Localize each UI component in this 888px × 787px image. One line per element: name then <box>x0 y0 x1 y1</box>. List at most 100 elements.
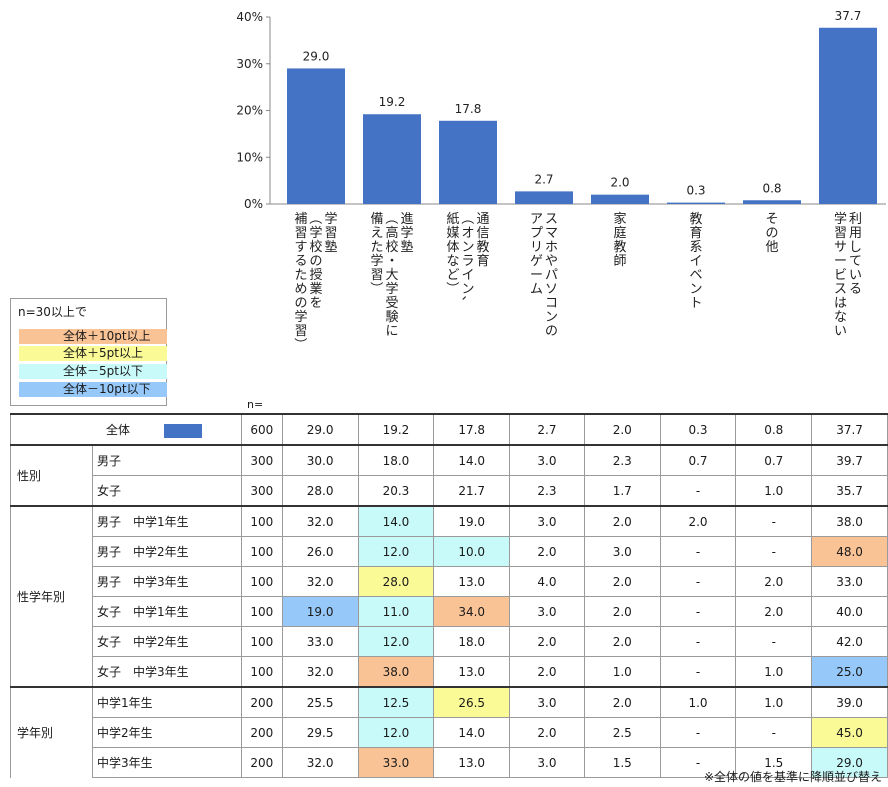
value-cell: 2.0 <box>509 626 585 657</box>
value-cell: 29.0 <box>281 413 359 445</box>
category-char: 受 <box>385 296 398 311</box>
legend-swatch <box>19 346 167 361</box>
category-label: その他 <box>765 212 778 255</box>
bar-value-label: 17.8 <box>455 102 482 116</box>
value-cell: 29.0 <box>811 747 888 778</box>
value-cell: 2.0 <box>583 413 661 445</box>
category-char: ン <box>689 282 702 297</box>
table-row: 男子 中学2年生 100 26.0 12.0 10.0 2.0 3.0- -48.0 <box>11 536 888 567</box>
value-cell: 2.3 <box>583 444 661 476</box>
value-cell: 14.0 <box>433 717 511 748</box>
legend-swatch <box>19 364 167 379</box>
value-cell: 39.7 <box>811 444 888 476</box>
table-row: 中学3年生 200 32.0 33.0 13.0 3.0 1.5-1.5 29.0 <box>11 747 888 778</box>
category-char: ン <box>545 310 558 325</box>
legend-swatch <box>19 382 167 397</box>
legend-item-plus10: 全体＋10pt以上 <box>19 329 167 344</box>
value-cell: 3.0 <box>509 505 585 537</box>
category-char: る <box>849 282 862 297</box>
value-cell: 32.0 <box>281 505 359 537</box>
legend-label: 全体＋5pt以上 <box>63 346 143 360</box>
category-char: な <box>446 254 459 269</box>
bar <box>439 120 497 204</box>
category-char: の <box>545 324 558 339</box>
value-cell: - <box>735 536 813 567</box>
value-cell: 38.0 <box>357 656 435 688</box>
n-cell: 200 <box>240 686 283 718</box>
table-row: 女子 中学1年生 100 19.0 11.0 34.0 3.0 2.0-2.0 40.0 <box>11 596 888 627</box>
value-cell: 29.5 <box>281 717 359 748</box>
category-char: 高 <box>385 225 398 241</box>
y-tick-label: 10% <box>236 150 263 164</box>
category-char: 学 <box>309 225 322 241</box>
category-char: 師 <box>613 254 626 269</box>
category-char: や <box>545 254 558 269</box>
value-cell: 0.7 <box>659 444 737 476</box>
bar-value-label: 0.8 <box>762 181 781 195</box>
legend-item-minus5: 全体－5pt以下 <box>19 364 167 379</box>
value-cell: 12.0 <box>357 536 435 567</box>
value-cell: 30.0 <box>281 444 359 476</box>
category-char: マ <box>545 226 558 241</box>
category-char: ス <box>834 282 847 297</box>
value-cell: 39.0 <box>811 686 888 718</box>
total-label: 全体 <box>106 423 131 437</box>
category-char: 利 <box>849 212 862 227</box>
category-char: オ <box>461 226 474 241</box>
value-cell: 1.0 <box>659 686 737 718</box>
value-cell: 19.2 <box>357 413 435 445</box>
category-char: サ <box>834 240 847 255</box>
category-char: 通 <box>476 212 489 227</box>
row-label: 女子 中学3年生 <box>92 656 242 688</box>
value-cell: 1.5 <box>735 747 813 778</box>
category-char: め <box>294 282 307 297</box>
category-char: ー <box>530 268 543 283</box>
category-char: （ <box>459 211 474 224</box>
value-cell: 28.0 <box>281 475 359 507</box>
row-label: 女子 中学2年生 <box>92 626 242 657</box>
table-row: 性別 男子 300 30.0 18.0 14.0 3.0 2.3 0.7 0.7 39.7 <box>10 444 888 506</box>
data-table: 全体 600 29.0 19.2 17.8 2.7 2.0 0.3 0.8 37.7 性別 男子 300… <box>10 413 888 778</box>
category-char: 教 <box>613 239 626 255</box>
n-cell: 300 <box>240 444 283 476</box>
category-char: ゲ <box>530 254 543 269</box>
category-char: 験 <box>385 310 398 325</box>
category-char: た <box>294 268 307 283</box>
n-cell: 300 <box>240 475 283 507</box>
value-cell: 2.3 <box>509 475 585 507</box>
legend-item-minus10: 全体－10pt以下 <box>19 382 167 397</box>
value-cell: 13.0 <box>433 747 511 778</box>
legend-label: 全体－5pt以下 <box>63 364 143 378</box>
value-cell: 48.0 <box>811 536 888 567</box>
table-row: 女子 中学3年生 100 32.0 38.0 13.0 2.0 1.0-1.0 25.0 <box>11 656 888 688</box>
category-char: ベ <box>689 268 702 283</box>
legend-label: 全体－10pt以下 <box>63 382 151 396</box>
legend-item-plus5: 全体＋5pt以上 <box>19 346 167 361</box>
category-char: 他 <box>765 240 778 255</box>
value-cell: 12.0 <box>357 717 435 748</box>
n-cell: 200 <box>240 747 283 778</box>
value-cell: 14.0 <box>357 505 435 537</box>
category-char: ラ <box>461 254 474 269</box>
category-char: ） <box>292 337 307 350</box>
category-char: 校 <box>385 239 398 255</box>
category-char: 、 <box>459 295 474 308</box>
category-char: ホ <box>545 240 558 255</box>
category-char: 教 <box>476 239 489 255</box>
bar-value-label: 19.2 <box>379 95 406 109</box>
row-label: 中学1年生 <box>92 686 242 718</box>
value-cell: 12.5 <box>357 686 435 718</box>
group-label: 学年別 <box>10 686 93 778</box>
category-char: 大 <box>385 268 398 283</box>
category-char: 系 <box>689 240 702 255</box>
value-cell: 40.0 <box>811 596 888 627</box>
category-char: ） <box>444 281 459 294</box>
row-label: 男子 <box>92 444 242 476</box>
row-label: 全体 <box>10 413 242 445</box>
category-char: 学 <box>400 225 413 241</box>
value-cell: 32.0 <box>281 747 359 778</box>
row-label: 中学3年生 <box>92 747 242 778</box>
value-cell: 18.0 <box>357 444 435 476</box>
n-cell: 100 <box>240 626 283 657</box>
